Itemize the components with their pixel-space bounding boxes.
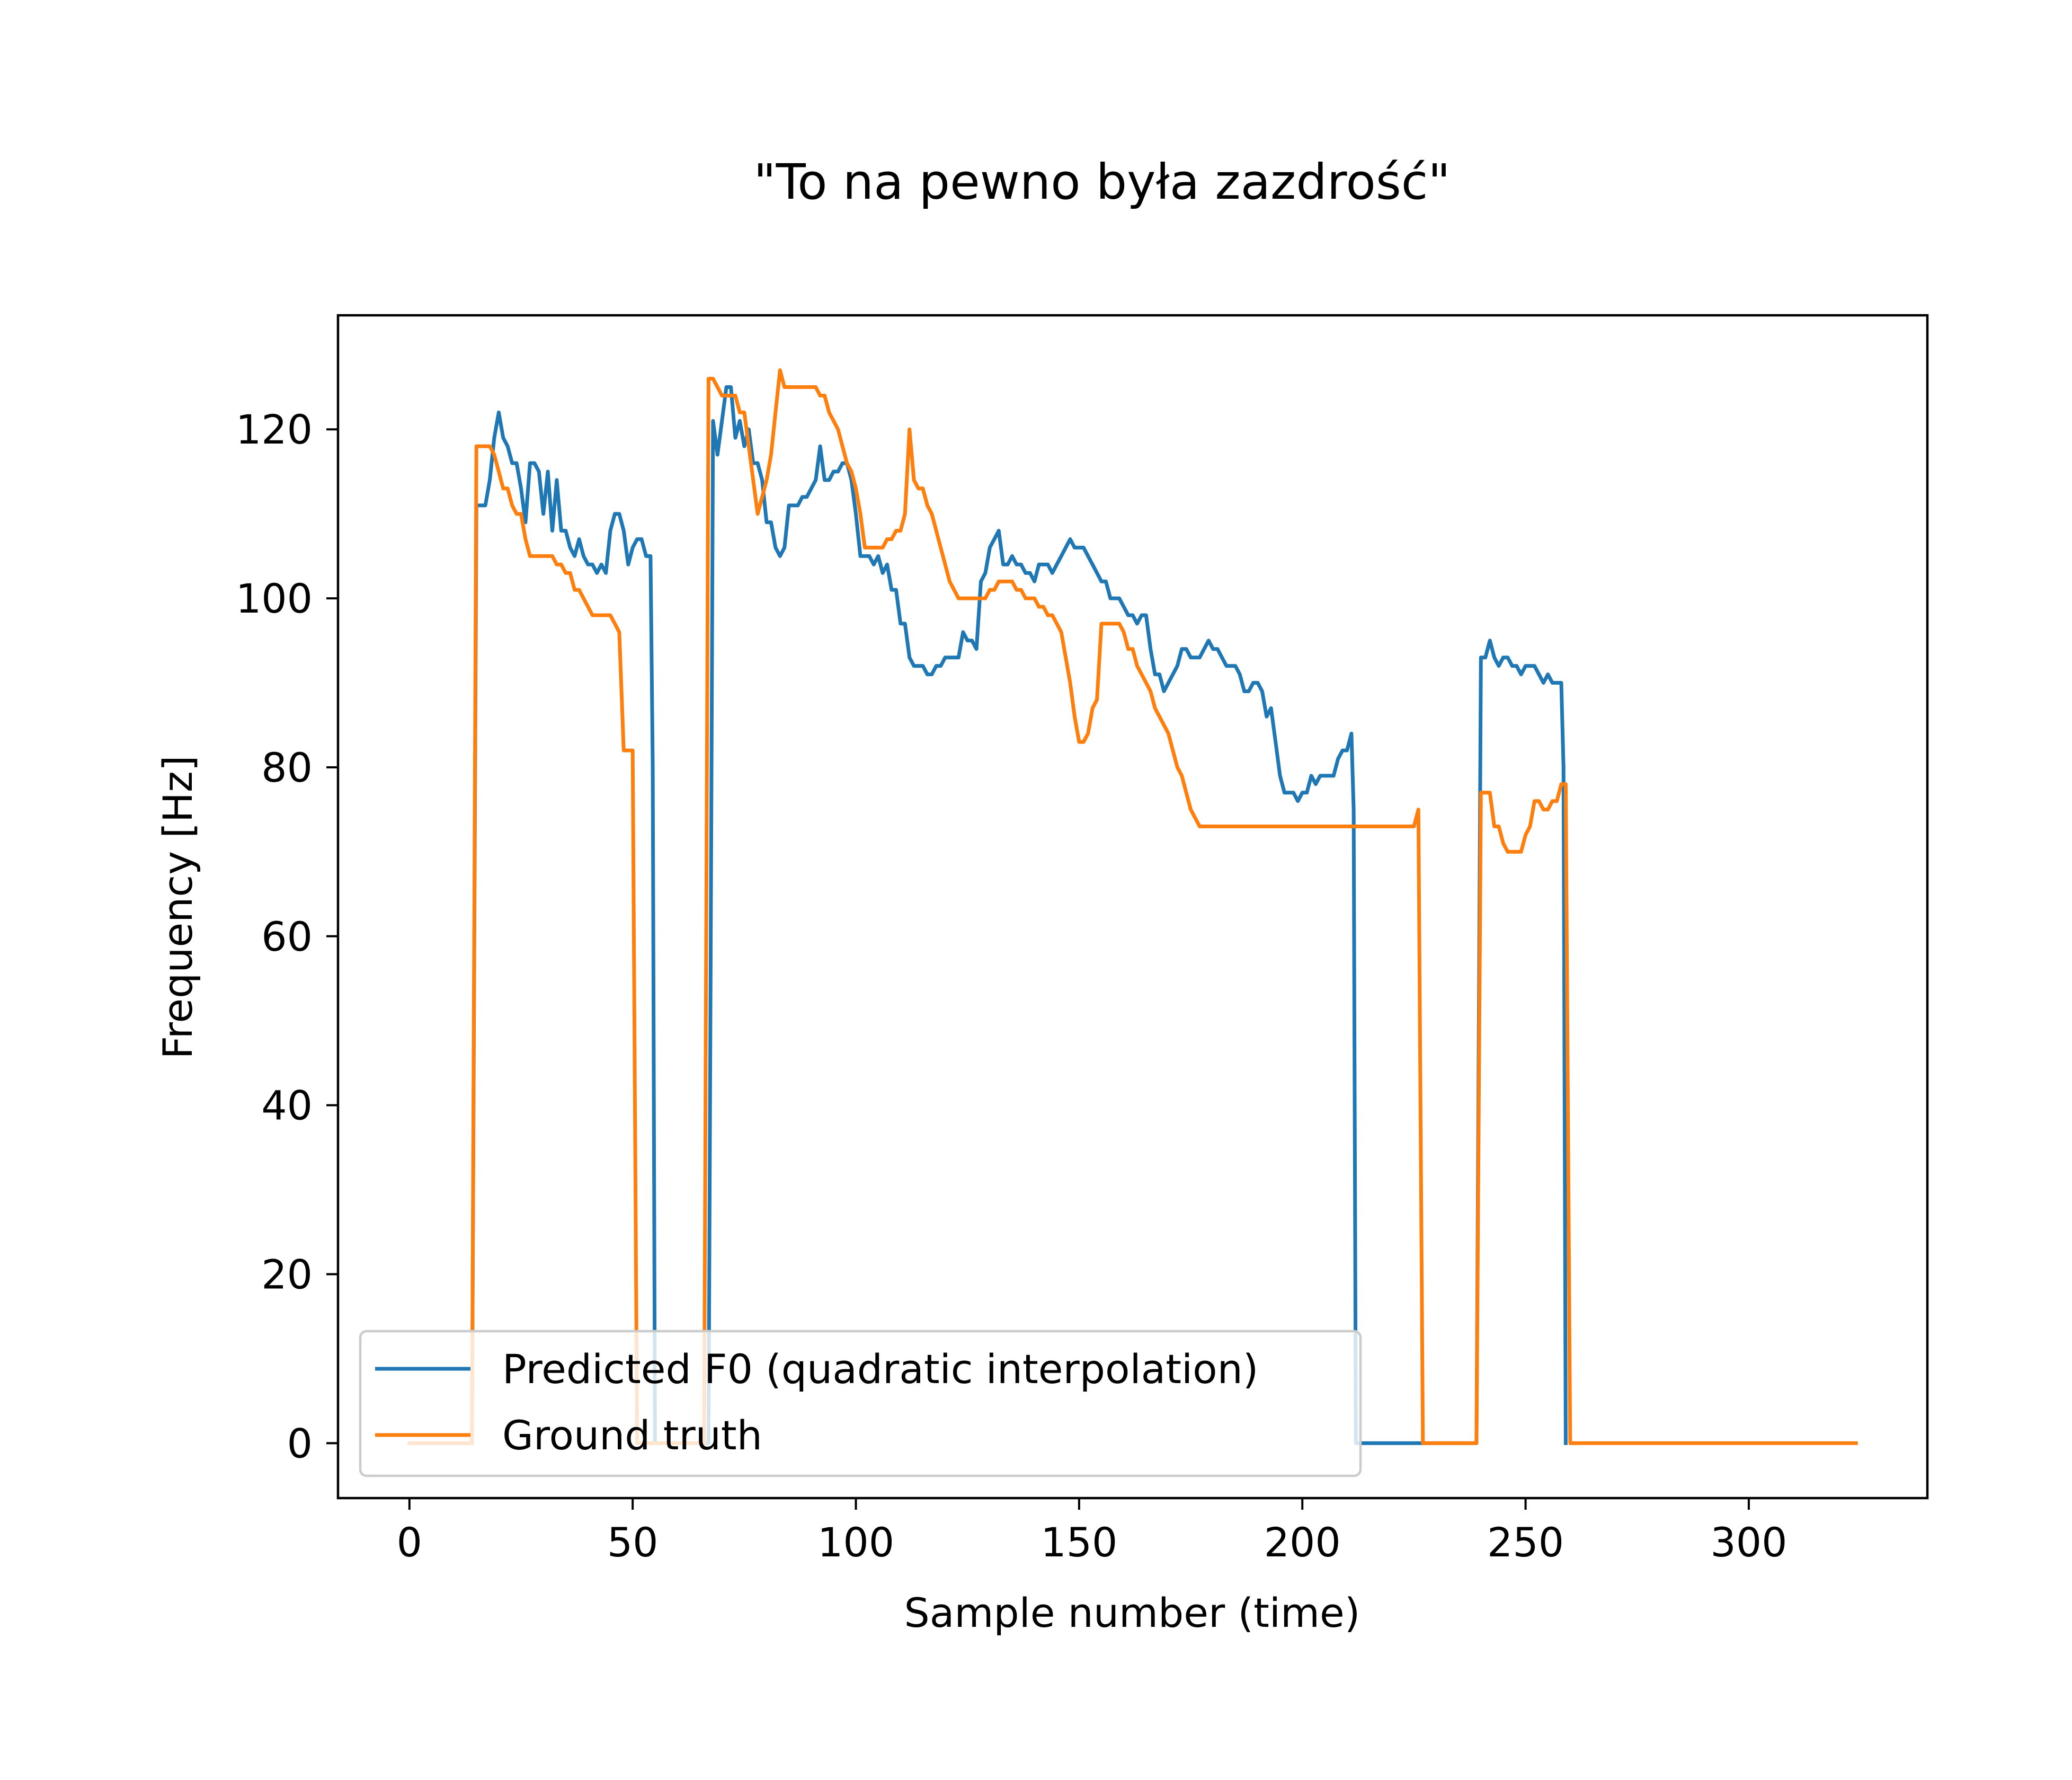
series-line-0 [470,385,1568,1445]
legend-label-ground-truth: Ground truth [502,1412,762,1459]
y-tick-label: 80 [261,744,313,791]
y-tick-label: 100 [236,575,313,622]
x-tick-label: 50 [607,1519,659,1566]
y-tick-label: 20 [261,1251,313,1298]
legend: Predicted F0 (quadratic interpolation) G… [359,1330,1362,1477]
series-line-1 [407,368,1858,1445]
x-axis-ticks: 0 50 100 150 200 250 300 [397,1498,1787,1566]
y-tick-label: 120 [236,406,313,453]
x-tick-label: 150 [1041,1519,1117,1566]
y-axis-label: Frequency [Hz] [154,755,201,1059]
legend-label-predicted: Predicted F0 (quadratic interpolation) [502,1345,1258,1393]
y-axis-ticks: 0 20 40 60 80 100 120 [236,406,338,1467]
chart-title: "To na pewno była zazdrość" [753,154,1450,210]
plot-area: 0 50 100 150 200 250 300 0 20 40 60 80 100 120 [236,314,1929,1566]
x-tick-label: 100 [817,1519,894,1566]
axes-frame [336,314,1929,1500]
x-tick-label: 300 [1710,1519,1787,1566]
y-tick-label: 0 [287,1420,313,1467]
x-axis-label: Sample number (time) [904,1589,1360,1636]
y-tick-label: 60 [261,913,313,960]
series-layer [407,368,1858,1445]
x-tick-label: 200 [1264,1519,1341,1566]
y-tick-label: 40 [261,1082,313,1129]
legend-box [359,1330,1362,1477]
x-tick-label: 250 [1487,1519,1564,1566]
x-tick-label: 0 [397,1519,422,1566]
